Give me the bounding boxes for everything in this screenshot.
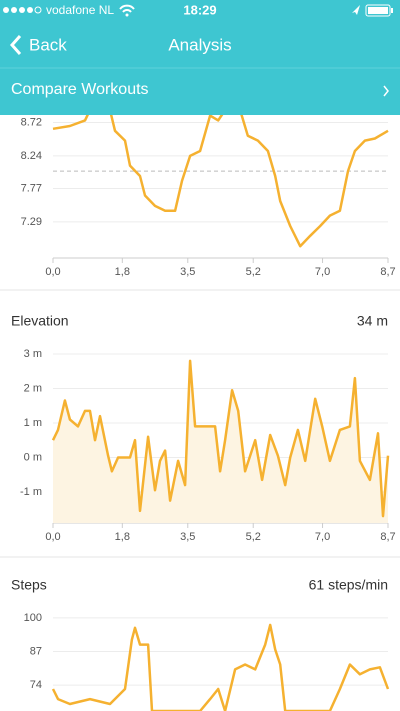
section-link[interactable]: Compare Workouts [11, 81, 149, 98]
x-tick-label: 0,0 [45, 266, 60, 278]
area [53, 360, 388, 523]
chart-title: Steps [11, 577, 47, 593]
plot [51, 623, 390, 711]
y-tick-label: 100 [24, 612, 42, 624]
back-chevron[interactable] [9, 35, 22, 55]
chart-title: Elevation [11, 313, 69, 329]
line [51, 359, 390, 518]
plot [51, 359, 390, 523]
x-tick-label: 7,0 [315, 266, 330, 278]
plot [52, 110, 389, 248]
nav-title: Analysis [168, 35, 231, 54]
x-tick-label: 0,0 [45, 531, 60, 543]
x-tick-label: 8,7 [380, 266, 395, 278]
chevron[interactable] [383, 85, 389, 97]
line [51, 623, 390, 711]
x-tick-label: 5,2 [246, 266, 261, 278]
chart-summary: 61 steps/min [309, 577, 388, 593]
chart: Steps 61 steps/min 100 87 74 [11, 577, 390, 711]
x-tick-label: 5,2 [246, 531, 261, 543]
wifi [119, 4, 135, 13]
signal [3, 6, 42, 14]
y-tick-label: 8.72 [21, 116, 42, 128]
y-tick-label: 7.77 [21, 182, 42, 194]
x-tick-label: 8,7 [380, 531, 395, 543]
chart: Elevation 34 m 3 m 2 m 1 m 0 m -1 m 0,0 1,8 3,5 5,… [11, 313, 396, 543]
y-tick-label: -1 m [20, 486, 42, 498]
y-tick-label: 2 m [24, 382, 42, 394]
x-tick-label: 1,8 [115, 266, 130, 278]
y-tick-label: 87 [30, 645, 42, 657]
location-icon [352, 5, 360, 15]
x-tick-label: 7,0 [315, 531, 330, 543]
header: vodafone NL 18:29 Back Analysis Compare … [0, 0, 400, 115]
line [52, 110, 389, 248]
y-tick-label: 8.24 [21, 150, 42, 162]
y-tick-label: 3 m [24, 348, 42, 360]
x-tick-label: 3,5 [180, 266, 195, 278]
carrier: vodafone NL [46, 3, 114, 17]
y-tick-label: 7.29 [21, 216, 42, 228]
header-bg [0, 0, 400, 115]
back-button[interactable]: Back [29, 35, 67, 54]
y-tick-label: 74 [30, 679, 42, 691]
battery [365, 4, 391, 17]
x-tick-label: 1,8 [115, 531, 130, 543]
chart: 8.72 8.24 7.77 7.29 0,0 1,8 3,5 5,2 7,0 8,7 [21, 110, 396, 278]
y-tick-label: 0 m [24, 451, 42, 463]
x-tick-label: 3,5 [180, 531, 195, 543]
charts: 8.728.247.777.290,0 1,8 3,5 5,2 7,0 8,7Elevat… [11, 110, 396, 711]
chart-summary: 34 m [357, 313, 388, 329]
time: 18:29 [183, 2, 216, 17]
y-tick-label: 1 m [24, 417, 42, 429]
